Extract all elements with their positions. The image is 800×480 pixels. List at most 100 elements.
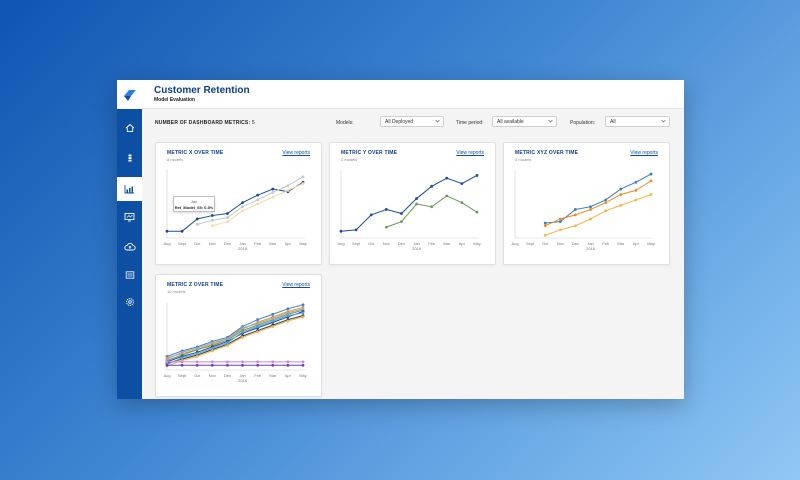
data-point: [226, 212, 229, 215]
x-tick-label: Mar: [443, 241, 451, 246]
data-point: [415, 197, 418, 200]
sidebar-item-reports[interactable]: [117, 263, 142, 287]
data-point: [226, 360, 229, 364]
time-period-select[interactable]: All available: [492, 116, 557, 127]
page-subtitle: Model Evaluation: [154, 97, 196, 103]
x-tick-label: Oct: [368, 241, 375, 246]
sidebar-item-home[interactable]: [117, 116, 142, 140]
data-point: [619, 187, 623, 191]
data-point: [384, 225, 388, 229]
x-tick-label: Aug: [163, 241, 170, 246]
data-point: [604, 209, 608, 213]
metric-x-card: METRIC X OVER TIME 8 models View reports…: [155, 142, 322, 265]
data-point: [301, 311, 305, 315]
data-point: [210, 346, 214, 350]
x-tick-label: Aug: [163, 373, 170, 378]
data-point: [195, 360, 199, 364]
data-point: [286, 189, 290, 192]
series-line: [386, 195, 478, 228]
x-tick-label: Dec: [398, 241, 405, 246]
chart-icon: [124, 185, 134, 194]
year-label: 2018: [412, 246, 422, 251]
data-point: [301, 175, 305, 179]
data-point: [301, 307, 305, 311]
x-tick-label: Sept: [352, 241, 361, 246]
data-point: [301, 363, 305, 367]
x-tick-label: May: [299, 373, 307, 378]
data-point: [604, 201, 608, 205]
sidebar-item-dashboard[interactable]: [117, 177, 142, 201]
data-point: [634, 198, 638, 202]
data-point: [271, 319, 275, 323]
x-tick-label: May: [647, 241, 655, 246]
year-label: 2018: [238, 378, 248, 383]
view-reports-link[interactable]: View reports: [282, 150, 310, 156]
page-title: Customer Retention: [154, 85, 250, 96]
data-point: [339, 229, 343, 233]
data-point: [286, 360, 290, 364]
home-icon: [125, 123, 134, 133]
data-point: [475, 174, 479, 177]
series-line: [166, 312, 304, 366]
view-reports-link[interactable]: View reports: [456, 150, 484, 156]
data-point: [195, 355, 199, 358]
card-title: METRIC Y OVER TIME: [341, 150, 398, 156]
data-point: [286, 311, 290, 315]
data-point: [210, 214, 214, 217]
data-point: [195, 352, 199, 356]
card-subtitle: 2 models: [341, 157, 358, 162]
population-select[interactable]: All: [605, 116, 670, 127]
filter-bar: NUMBER OF DASHBOARD METRICS: 5 Models: A…: [142, 109, 684, 137]
metric-xyz-card: METRIC XYZ OVER TIME 3 models View repor…: [503, 142, 670, 265]
data-point: [430, 184, 434, 188]
data-point: [226, 337, 229, 341]
models-select[interactable]: All Deployed: [380, 116, 444, 127]
x-tick-label: Aug: [337, 241, 344, 246]
series-line: [340, 175, 478, 232]
data-point: [210, 218, 214, 222]
x-tick-label: Feb: [602, 241, 610, 246]
data-point: [256, 360, 260, 364]
chevron-down-icon: [435, 119, 440, 123]
x-tick-label: Jan: [239, 241, 245, 246]
year-label: 2018: [586, 246, 596, 251]
data-point: [589, 217, 592, 221]
data-point: [301, 360, 305, 364]
data-point: [195, 346, 199, 350]
sidebar-item-settings[interactable]: [117, 290, 142, 314]
x-tick-label: Feb: [428, 241, 436, 246]
x-tick-label: Jan: [239, 373, 245, 378]
data-point: [226, 216, 229, 219]
data-point: [241, 330, 244, 334]
data-point: [604, 198, 608, 202]
metric-count-value: 5: [251, 120, 255, 126]
x-tick-label: Nov: [557, 241, 564, 246]
data-point: [286, 184, 290, 188]
logo-icon: [123, 89, 136, 101]
metric-y-chart: Aug Sept Oct Nov Dec Jan Feb Mar Apr May 2018: [337, 170, 481, 251]
x-tick-label: Dec: [224, 241, 231, 246]
sidebar-item-deploy[interactable]: [117, 235, 142, 259]
data-point: [165, 357, 169, 361]
data-point: [558, 220, 562, 224]
series-line: [167, 181, 304, 232]
card-subtitle: 8 models: [167, 157, 184, 162]
data-point: [445, 176, 449, 180]
series-line: [166, 306, 304, 359]
tooltip-month: Jan: [190, 199, 198, 204]
metric-count-label: NUMBER OF DASHBOARD METRICS:: [155, 120, 251, 126]
x-tick-label: Sept: [178, 241, 187, 246]
app-header: Customer Retention Model Evaluation: [142, 80, 684, 109]
data-point: [649, 193, 653, 196]
view-reports-link[interactable]: View reports: [282, 282, 310, 288]
x-tick-label: Jan: [413, 241, 419, 246]
sidebar-item-monitor[interactable]: [117, 205, 142, 229]
view-reports-link[interactable]: View reports: [630, 150, 658, 156]
data-point: [369, 213, 373, 217]
sidebar-item-models[interactable]: [117, 146, 142, 170]
data-point: [286, 307, 290, 311]
models-label: Models:: [336, 120, 354, 126]
x-tick-label: Nov: [383, 241, 390, 246]
data-point: [210, 224, 214, 228]
x-tick-label: Oct: [194, 241, 201, 246]
